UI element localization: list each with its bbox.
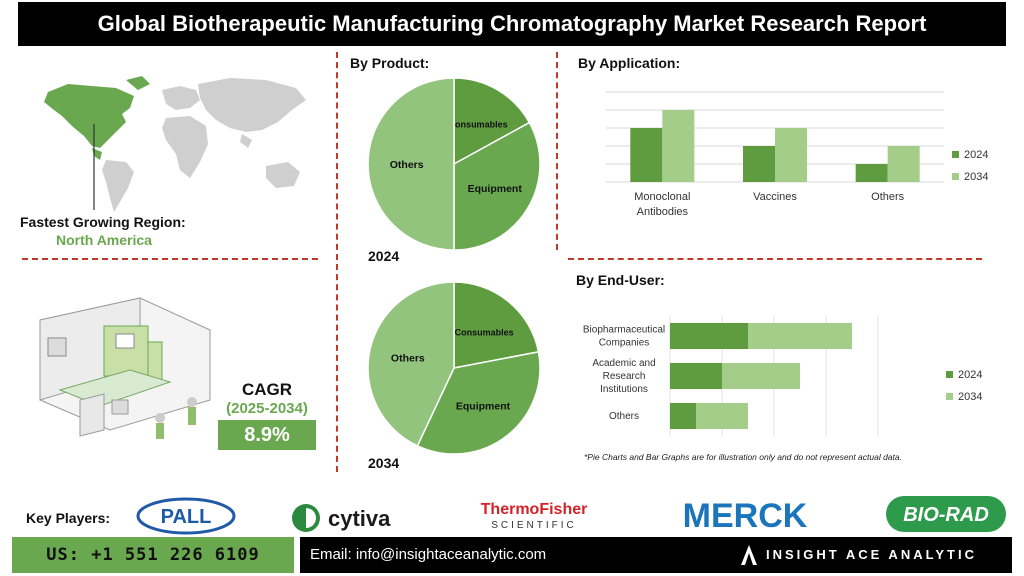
enduser-category-label: Institutions [600,384,648,395]
factory-illustration [39,297,211,439]
pie-2024-slice-equipment [453,121,541,251]
enduser-bar-chart: Biopharmaceutical Companies Academic and Re… [583,316,982,436]
application-legend-swatch-2024 [952,151,959,158]
email-bar: Email: info@insightaceanalytic.com INSIG… [300,537,1012,573]
pie-year-2034: 2034 [368,455,400,471]
cytiva-logo: cytiva [292,504,391,532]
enduser-legend-swatch-2034 [946,393,953,400]
north-america-shape [44,84,134,148]
product-section-title: By Product: [350,55,430,71]
enduser-category-label: Companies [599,338,650,349]
application-category-label: Antibodies [637,206,689,218]
insightace-logo-icon [741,545,757,565]
pie-2034-label-others: Others [391,353,425,365]
divider-right-horizontal [568,258,982,260]
world-map [44,76,306,212]
enduser-legend-label-2024: 2024 [958,369,982,381]
pie-2024-label-equipment: Equipment [468,183,523,195]
application-bar-2024-1 [743,146,775,182]
application-legend-swatch-2034 [952,173,959,180]
application-category-label: Others [871,191,905,203]
brand-name: INSIGHT ACE ANALYTIC [766,547,977,562]
enduser-section-title: By End-User: [576,272,665,288]
enduser-bar-2024-0 [670,323,748,349]
pie-2034-label-consumables: Consumables [455,328,514,338]
thermofisher-logo-text: ThermoFisher [481,501,588,518]
cagr-period: (2025-2034) [226,400,308,417]
pie-2034-slice-others [367,281,455,447]
scientific-logo-text: SCIENTIFIC [491,520,577,531]
enduser-legend-label-2034: 2034 [958,391,982,403]
enduser-category-label: Others [609,411,639,422]
pie-2034-slice-equipment [416,351,541,455]
key-players-label: Key Players: [26,510,111,526]
application-bar-2034-2 [887,146,920,182]
europe-shape [162,86,200,110]
application-bar-2024-2 [855,164,888,182]
enduser-bar-2024-2 [670,403,696,429]
pie-2034-slice-consumables [453,281,540,369]
enduser-category-label: Academic and [592,358,655,369]
cagr-label: CAGR [241,380,293,399]
biorad-logo: BIO-RAD [886,496,1006,532]
merck-logo: MERCK [683,497,808,534]
application-category-label: Vaccines [753,191,797,203]
application-legend-label-2034: 2034 [964,171,988,183]
application-bar-2034-0 [662,110,695,182]
enduser-legend-swatch-2024 [946,371,953,378]
pall-logo: PALL [136,497,236,535]
application-category-label: Monoclonal [634,191,690,203]
thermofisher-logo: ThermoFisher SCIENTIFIC [481,501,588,531]
cytiva-logo-text: cytiva [328,506,391,531]
enduser-bar-2024-1 [670,363,722,389]
email-link[interactable]: Email: info@insightaceanalytic.com [310,546,547,563]
australia-shape [266,162,300,188]
pie-2024-slice-consumables [453,77,531,166]
enduser-bar-2034-0 [748,323,852,349]
enduser-bar-2034-2 [696,403,748,429]
divider-left-horizontal [22,258,318,260]
africa-shape [162,116,208,178]
pie-year-2024: 2024 [368,248,400,264]
enduser-bar-2034-1 [722,363,800,389]
south-america-shape [102,160,134,212]
divider-left [336,52,338,472]
pie-2034-label-equipment: Equipment [456,400,511,412]
region-value: North America [56,232,152,248]
asia-shape [198,78,306,132]
biorad-logo-text: BIO-RAD [903,504,989,526]
product-pie-2034: Consumables Equipment Others [367,281,541,455]
phone-bar[interactable]: US: +1 551 226 6109 [12,537,294,573]
enduser-category-label: Research [603,371,646,382]
product-pie-2024: Consumables Equipment Others [367,77,541,251]
pie-2024-label-others: Others [390,159,424,171]
pie-2024-slice-others [367,77,455,251]
disclaimer-note: *Pie Charts and Bar Graphs are for illus… [584,452,902,462]
application-bar-2034-1 [775,128,807,182]
pie-2024-label-consumables: Consumables [449,119,508,129]
application-bar-2024-0 [630,128,663,182]
region-label: Fastest Growing Region: [20,214,186,230]
pall-logo-text: PALL [161,506,212,528]
application-bar-chart: Monoclonal Antibodies Vaccines Others 2024 20… [606,91,988,218]
application-legend-label-2024: 2024 [964,149,988,161]
application-section-title: By Application: [578,55,681,71]
enduser-category-label: Biopharmaceutical [583,325,665,336]
divider-right [556,52,558,250]
page-title: Global Biotherapeutic Manufacturing Chro… [18,2,1006,46]
merck-logo-text: MERCK [683,497,808,534]
cagr-value-box: 8.9% [218,420,316,450]
